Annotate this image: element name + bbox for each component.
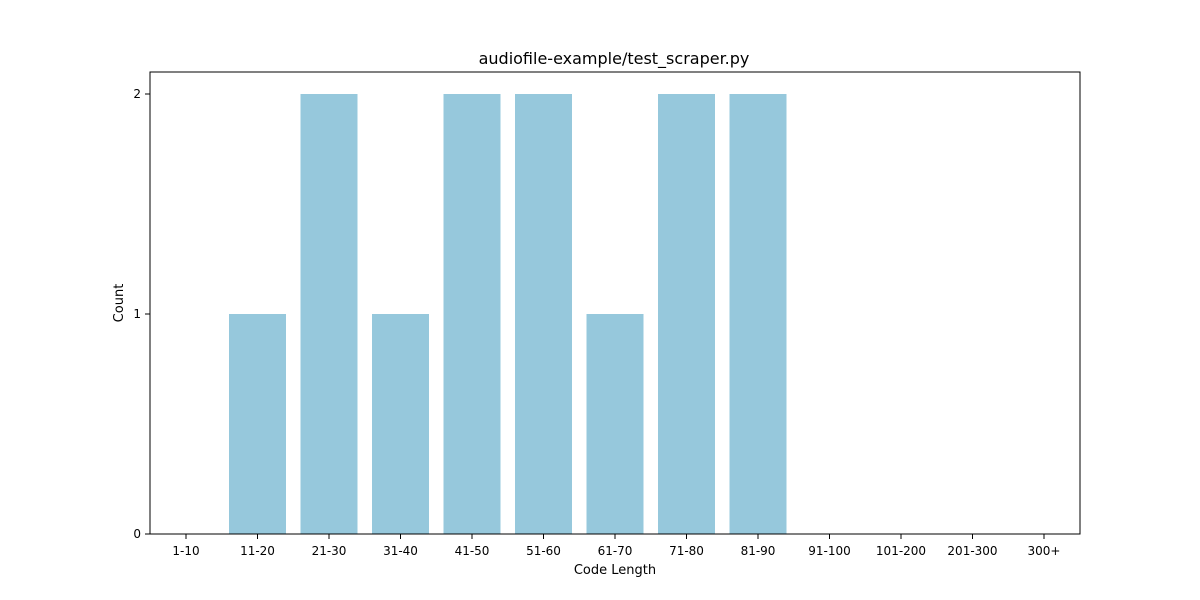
bar-group xyxy=(229,94,787,534)
x-tick-label: 1-10 xyxy=(172,544,199,558)
x-tick-label: 31-40 xyxy=(383,544,418,558)
x-tick-label: 91-100 xyxy=(808,544,851,558)
x-tick-label: 61-70 xyxy=(598,544,633,558)
bar-51-60 xyxy=(515,94,572,534)
y-axis-label: Count xyxy=(112,284,127,323)
x-tick-label: 21-30 xyxy=(312,544,347,558)
bar-21-30 xyxy=(300,94,358,534)
bar-41-50 xyxy=(443,94,501,534)
chart-title: audiofile-example/test_scraper.py xyxy=(479,49,750,69)
bar-61-70 xyxy=(586,314,644,534)
x-tick-label: 300+ xyxy=(1028,544,1061,558)
bar-81-90 xyxy=(729,94,787,534)
bar-31-40 xyxy=(372,314,429,534)
x-tick-label: 101-200 xyxy=(876,544,926,558)
x-axis-label: Code Length xyxy=(574,563,656,578)
y-tick-label: 1 xyxy=(133,307,141,321)
x-axis: 1-10 11-20 21-30 31-40 41-50 51-60 61-70 71-80 8… xyxy=(172,534,1060,558)
bar-71-80 xyxy=(658,94,715,534)
x-tick-label: 11-20 xyxy=(240,544,275,558)
x-tick-label: 71-80 xyxy=(669,544,704,558)
x-tick-label: 201-300 xyxy=(947,544,997,558)
y-axis: 0 1 2 xyxy=(133,87,150,541)
y-tick-label: 0 xyxy=(133,527,141,541)
y-tick-label: 2 xyxy=(133,87,141,101)
bar-11-20 xyxy=(229,314,286,534)
x-tick-label: 51-60 xyxy=(526,544,561,558)
x-tick-label: 81-90 xyxy=(741,544,776,558)
x-tick-label: 41-50 xyxy=(455,544,490,558)
